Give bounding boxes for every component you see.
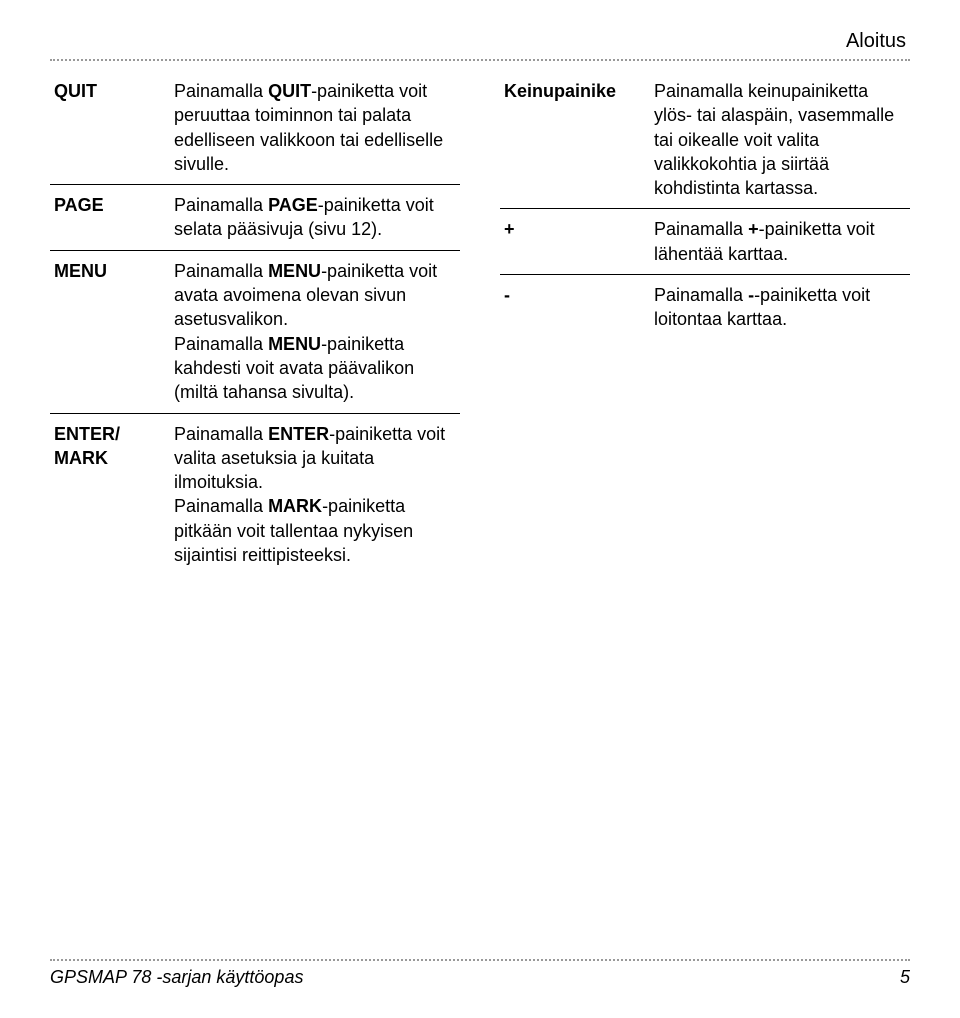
table-row: -Painamalla --painiketta voit loitontaa … — [500, 275, 910, 340]
key-cell: QUIT — [50, 71, 170, 185]
value-cell: Painamalla MENU-painiketta voit avata av… — [170, 250, 460, 413]
key-cell: ENTER/MARK — [50, 413, 170, 575]
text-segment: Painamalla — [174, 424, 268, 444]
text-segment: ENTER — [268, 424, 329, 444]
text-segment: QUIT — [268, 81, 311, 101]
table-row: MENUPainamalla MENU-painiketta voit avat… — [50, 250, 460, 413]
table-row: ENTER/MARKPainamalla ENTER-painiketta vo… — [50, 413, 460, 575]
footer-title: GPSMAP 78 -sarjan käyttöopas — [50, 967, 303, 988]
table-row: QUITPainamalla QUIT-painiketta voit peru… — [50, 71, 460, 185]
key-cell: + — [500, 209, 650, 275]
footer-page-number: 5 — [900, 967, 910, 988]
text-segment: MENU — [268, 334, 321, 354]
right-table: KeinupainikePainamalla keinupainiketta y… — [500, 71, 910, 340]
value-cell: Painamalla PAGE-painiketta voit selata p… — [170, 185, 460, 251]
right-column: KeinupainikePainamalla keinupainiketta y… — [500, 71, 910, 575]
value-cell: Painamalla QUIT-painiketta voit peruutta… — [170, 71, 460, 185]
text-segment: Painamalla — [654, 219, 748, 239]
table-row: KeinupainikePainamalla keinupainiketta y… — [500, 71, 910, 209]
left-column: QUITPainamalla QUIT-painiketta voit peru… — [50, 71, 460, 575]
value-cell: Painamalla ENTER-painiketta voit valita … — [170, 413, 460, 575]
footer: GPSMAP 78 -sarjan käyttöopas 5 — [50, 959, 910, 988]
table-row: +Painamalla +-painiketta voit lähentää k… — [500, 209, 910, 275]
text-segment: MARK — [268, 496, 322, 516]
value-cell: Painamalla +-painiketta voit lähentää ka… — [650, 209, 910, 275]
key-cell: MENU — [50, 250, 170, 413]
text-segment: Painamalla — [174, 81, 268, 101]
footer-divider — [50, 959, 910, 961]
section-header: Aloitus — [50, 30, 910, 53]
header-divider — [50, 59, 910, 61]
text-segment: + — [748, 219, 759, 239]
table-row: PAGEPainamalla PAGE-painiketta voit sela… — [50, 185, 460, 251]
text-segment: Painamalla keinupainiketta ylös- tai ala… — [654, 81, 894, 198]
text-segment: MENU — [268, 261, 321, 281]
text-segment: Painamalla — [174, 496, 268, 516]
key-cell: - — [500, 275, 650, 340]
key-cell: Keinupainike — [500, 71, 650, 209]
text-segment: Painamalla — [174, 334, 268, 354]
left-table: QUITPainamalla QUIT-painiketta voit peru… — [50, 71, 460, 575]
value-cell: Painamalla --painiketta voit loitontaa k… — [650, 275, 910, 340]
text-segment: Painamalla — [174, 261, 268, 281]
value-cell: Painamalla keinupainiketta ylös- tai ala… — [650, 71, 910, 209]
content-area: QUITPainamalla QUIT-painiketta voit peru… — [50, 71, 910, 575]
text-segment: PAGE — [268, 195, 318, 215]
text-segment: Painamalla — [654, 285, 748, 305]
key-cell: PAGE — [50, 185, 170, 251]
text-segment: Painamalla — [174, 195, 268, 215]
